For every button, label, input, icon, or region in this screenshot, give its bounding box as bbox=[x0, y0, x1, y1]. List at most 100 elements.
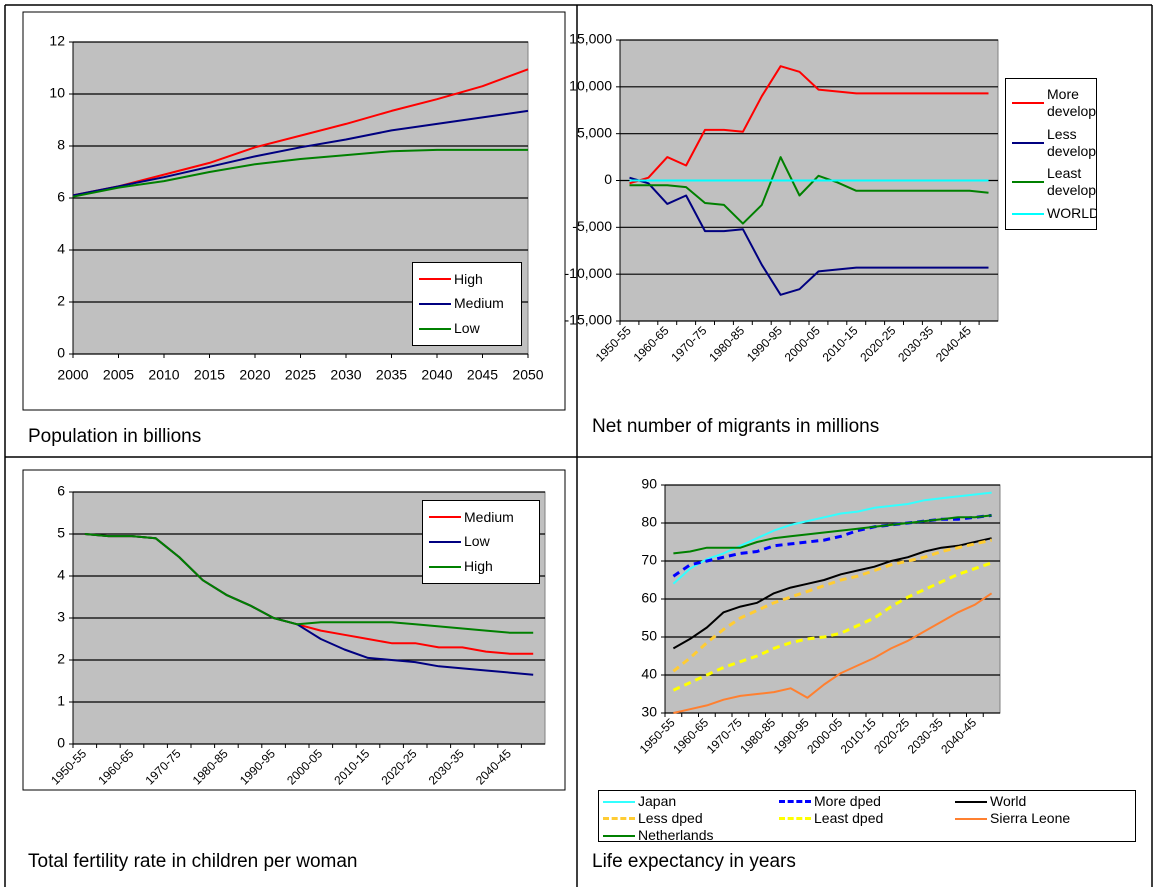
x-tick-label: 2040-45 bbox=[938, 715, 979, 756]
legend-swatch bbox=[779, 817, 811, 820]
legend-box: Medium Low High bbox=[422, 500, 540, 584]
legend-item: Medium bbox=[419, 295, 515, 312]
legend-swatch bbox=[419, 327, 451, 330]
y-tick-label: 0 bbox=[57, 345, 65, 361]
y-tick-label: 0 bbox=[604, 171, 612, 187]
x-tick-label: 2040-45 bbox=[933, 323, 974, 364]
legend-label: More dped bbox=[814, 793, 881, 809]
series-line bbox=[672, 538, 992, 673]
legend: Japan More dped World Less dped Least dped Si… bbox=[598, 790, 1136, 842]
x-tick-label: 2030-35 bbox=[905, 715, 946, 756]
legend-swatch bbox=[1012, 101, 1044, 104]
x-tick-label: 2025 bbox=[285, 367, 316, 383]
legend-swatch bbox=[779, 800, 811, 803]
x-tick-label: 1960-65 bbox=[631, 323, 672, 364]
legend-item: Medium bbox=[429, 509, 533, 526]
legend-swatch bbox=[1012, 181, 1044, 184]
x-tick-label: 2000-05 bbox=[804, 715, 845, 756]
series-line bbox=[672, 537, 992, 650]
y-tick-label: -15,000 bbox=[565, 312, 613, 328]
y-tick-label: 0 bbox=[57, 735, 65, 751]
legend-item: Less developed bbox=[1012, 126, 1097, 160]
legend-label: Japan bbox=[638, 793, 677, 809]
y-tick-label: 40 bbox=[641, 666, 657, 682]
legend-swatch bbox=[955, 817, 987, 820]
series-line bbox=[84, 533, 534, 634]
legend-item: Least dped bbox=[779, 810, 955, 827]
y-tick-label: 15,000 bbox=[569, 31, 612, 47]
x-tick-label: 1970-75 bbox=[668, 323, 709, 364]
y-tick-label: 10 bbox=[49, 85, 65, 101]
legend-label: High bbox=[454, 270, 483, 287]
legend-label: WORLD bbox=[1047, 205, 1097, 222]
legend-item: WORLD bbox=[1012, 205, 1097, 222]
x-tick-label: 2020-25 bbox=[871, 715, 912, 756]
x-tick-label: 1980-85 bbox=[706, 323, 747, 364]
x-tick-label: 2015 bbox=[194, 367, 225, 383]
x-tick-label: 1990-95 bbox=[771, 715, 812, 756]
x-tick-label: 1950-55 bbox=[593, 323, 634, 364]
legend-label: Medium bbox=[464, 508, 514, 525]
legend-label: Least developed bbox=[1047, 165, 1097, 199]
legend-item: Low bbox=[429, 533, 533, 550]
legend-item: Sierra Leone bbox=[955, 810, 1131, 827]
y-tick-label: 6 bbox=[57, 483, 65, 499]
y-tick-label: 70 bbox=[641, 552, 657, 568]
y-tick-label: 12 bbox=[49, 33, 65, 49]
legend-label: World bbox=[990, 793, 1027, 809]
legend-box: More developed Less developed Least develo… bbox=[1005, 78, 1097, 230]
legend: High Medium Low bbox=[412, 262, 522, 346]
x-tick-label: 1970-75 bbox=[704, 715, 745, 756]
y-tick-label: 5,000 bbox=[577, 124, 612, 140]
chart-caption: Net number of migrants in millions bbox=[592, 416, 879, 437]
legend-swatch bbox=[1012, 141, 1044, 144]
y-tick-label: 8 bbox=[57, 137, 65, 153]
series-line bbox=[72, 109, 529, 197]
y-tick-label: 90 bbox=[641, 476, 657, 492]
chart-caption: Life expectancy in years bbox=[592, 851, 796, 872]
x-tick-label: 2020-25 bbox=[857, 323, 898, 364]
y-tick-label: 5 bbox=[57, 525, 65, 541]
legend-swatch bbox=[603, 817, 635, 820]
legend-box: Japan More dped World Less dped Least dped Si… bbox=[598, 790, 1136, 842]
x-tick-label: 1980-85 bbox=[737, 715, 778, 756]
series-line bbox=[72, 148, 528, 198]
legend: More developed Less developed Least develo… bbox=[1005, 78, 1097, 230]
y-tick-label: 2 bbox=[57, 293, 65, 309]
y-tick-label: 2 bbox=[57, 651, 65, 667]
series-line bbox=[672, 561, 993, 692]
x-tick-label: 2005 bbox=[103, 367, 134, 383]
legend-label: Low bbox=[454, 320, 480, 337]
chart-caption: Total fertility rate in children per wom… bbox=[28, 851, 357, 872]
x-tick-label: 1960-65 bbox=[670, 715, 711, 756]
y-tick-label: -5,000 bbox=[572, 218, 612, 234]
legend-label: Sierra Leone bbox=[990, 810, 1071, 826]
legend-item: Least developed bbox=[1012, 165, 1097, 199]
legend-swatch bbox=[1012, 212, 1044, 215]
x-tick-label: 2010-15 bbox=[838, 715, 879, 756]
legend-item: Japan bbox=[603, 793, 779, 810]
x-tick-label: 2010 bbox=[148, 367, 179, 383]
x-tick-label: 2030-35 bbox=[895, 323, 936, 364]
legend-item: Less dped bbox=[603, 810, 779, 827]
legend-swatch bbox=[429, 516, 461, 519]
series-line bbox=[629, 65, 989, 185]
y-tick-label: 60 bbox=[641, 590, 657, 606]
legend-swatch bbox=[955, 800, 987, 803]
series-line bbox=[629, 176, 989, 296]
y-tick-label: 10,000 bbox=[569, 78, 612, 94]
legend-swatch bbox=[603, 800, 635, 803]
legend-label: Less developed bbox=[1047, 125, 1097, 159]
y-tick-label: 50 bbox=[641, 628, 657, 644]
x-tick-label: 1950-55 bbox=[637, 715, 678, 756]
legend-label: Medium bbox=[454, 295, 504, 312]
legend-swatch bbox=[419, 278, 451, 281]
y-tick-label: 3 bbox=[57, 609, 65, 625]
x-tick-label: 2045 bbox=[467, 367, 498, 383]
legend-label: Less dped bbox=[638, 810, 703, 826]
y-tick-label: 1 bbox=[57, 693, 65, 709]
legend-swatch bbox=[429, 565, 461, 568]
x-tick-label: 2040 bbox=[421, 367, 452, 383]
y-tick-label: 30 bbox=[641, 704, 657, 720]
